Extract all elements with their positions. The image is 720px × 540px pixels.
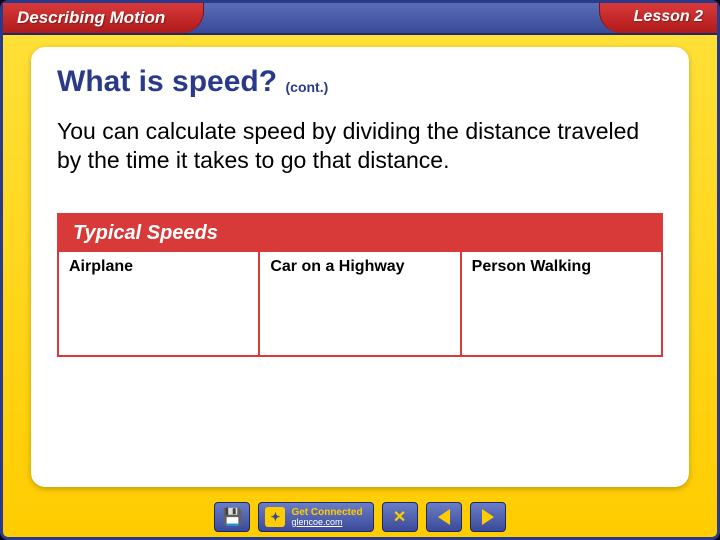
connect-text: Get Connected glencoe.com: [291, 508, 362, 527]
slide-frame: Describing Motion Lesson 2 What is speed…: [0, 0, 720, 540]
lesson-tab: Lesson 2: [599, 3, 717, 33]
disk-icon: 💾: [222, 507, 242, 527]
table-title-row: Typical Speeds: [59, 215, 661, 250]
close-icon: ✕: [393, 507, 406, 527]
connect-icon: ✦: [265, 507, 285, 527]
prev-button[interactable]: [426, 502, 462, 532]
body-text: You can calculate speed by dividing the …: [57, 117, 663, 175]
save-button[interactable]: 💾: [214, 502, 250, 532]
table-title: Typical Speeds: [59, 219, 234, 250]
close-button[interactable]: ✕: [382, 502, 418, 532]
table-col-person: Person Walking: [462, 252, 661, 355]
heading-row: What is speed? (cont.): [57, 65, 663, 99]
connect-label: Get Connected: [291, 508, 362, 518]
connect-url: glencoe.com: [291, 518, 362, 527]
typical-speeds-table: Typical Speeds Airplane Car on a Highway…: [57, 213, 663, 357]
table-col-car: Car on a Highway: [260, 252, 461, 355]
table-columns: Airplane Car on a Highway Person Walking: [59, 250, 661, 355]
chevron-right-icon: [482, 509, 494, 525]
content-card: What is speed? (cont.) You can calculate…: [31, 47, 689, 487]
header-bar: Describing Motion Lesson 2: [3, 3, 717, 35]
next-button[interactable]: [470, 502, 506, 532]
get-connected-button[interactable]: ✦ Get Connected glencoe.com: [258, 502, 373, 532]
chevron-left-icon: [438, 509, 450, 525]
bottom-nav-bar: 💾 ✦ Get Connected glencoe.com ✕: [3, 497, 717, 537]
chapter-title-tab: Describing Motion: [3, 3, 204, 33]
page-heading: What is speed?: [57, 65, 277, 98]
table-col-airplane: Airplane: [59, 252, 260, 355]
heading-continued: (cont.): [286, 79, 329, 95]
